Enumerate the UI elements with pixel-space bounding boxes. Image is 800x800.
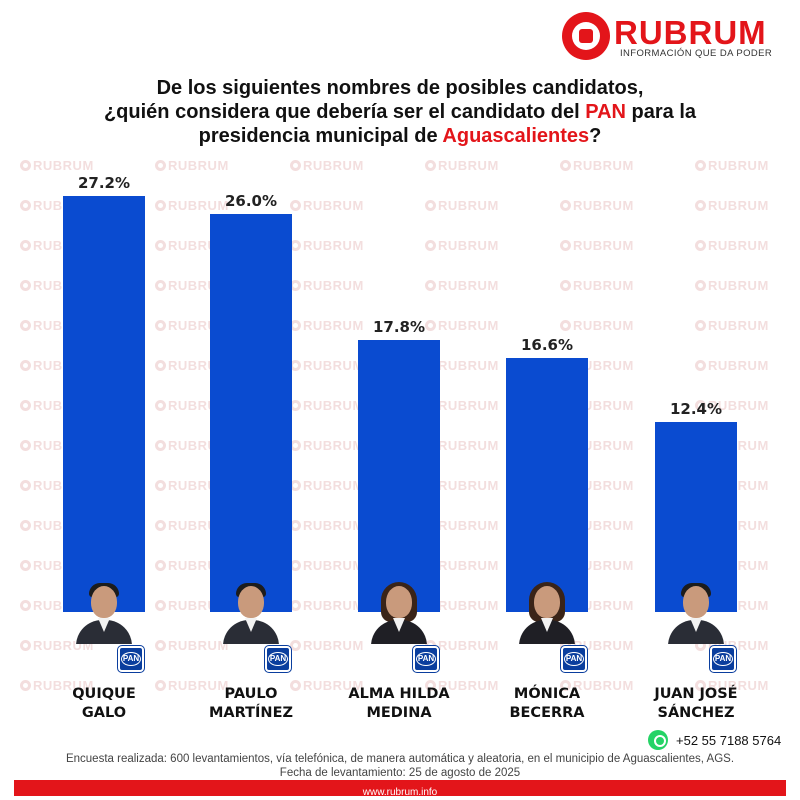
watermark-text: RUBRUM <box>425 278 499 293</box>
watermark-text: RUBRUM <box>695 198 769 213</box>
candidate-photo <box>72 580 136 644</box>
title-line-3: presidencia municipal de Aguascalientes? <box>198 125 602 147</box>
watermark-text: RUBRUM <box>695 398 769 413</box>
data-label: 12.4% <box>669 400 723 419</box>
logo-tagline: INFORMACIÓN QUE DA PODER <box>620 48 773 59</box>
candidate-photo <box>219 580 283 644</box>
watermark-text: RUBRUM <box>560 318 634 333</box>
category-label: QUIQUE GALO <box>72 686 136 721</box>
pan-logo-icon: PAN <box>264 645 292 673</box>
watermark-text: RUBRUM <box>155 158 229 173</box>
bar <box>63 196 145 612</box>
pan-logo-icon: PAN <box>560 645 588 673</box>
logo-word: RUBRUM <box>614 14 767 51</box>
title-highlight-aguascalientes: Aguascalientes <box>442 125 590 147</box>
watermark-text: RUBRUM <box>560 278 634 293</box>
survey-footnote: Encuesta realizada: 600 levantamientos, … <box>20 752 780 780</box>
data-label: 26.0% <box>224 192 278 211</box>
pan-logo-icon: PAN <box>117 645 145 673</box>
watermark-text: RUBRUM <box>425 318 499 333</box>
whatsapp-icon <box>648 730 668 750</box>
watermark-text: RUBRUM <box>560 158 634 173</box>
data-label: 17.8% <box>372 317 426 336</box>
watermark-text: RUBRUM <box>20 158 94 173</box>
candidate-photo <box>664 580 728 644</box>
watermark-text: RUBRUM <box>20 678 94 693</box>
logo-mark-icon <box>562 12 610 60</box>
candidate-photo <box>515 580 579 644</box>
watermark-text: RUBRUM <box>695 158 769 173</box>
footnote-methodology: Encuesta realizada: 600 levantamientos, … <box>65 753 735 765</box>
watermark-text: RUBRUM <box>695 278 769 293</box>
watermark-text: RUBRUM <box>695 358 769 373</box>
category-label: PAULO MARTÍNEZ <box>208 686 293 721</box>
title-line-1: De los siguientes nombres de posibles ca… <box>156 77 644 99</box>
watermark-text: RUBRUM <box>695 318 769 333</box>
title-line-2: ¿quién considera que debería ser el cand… <box>103 101 697 123</box>
bar <box>655 422 737 612</box>
watermark-text: RUBRUM <box>290 638 364 653</box>
watermark-text: RUBRUM <box>560 198 634 213</box>
watermark-text: RUBRUM <box>425 678 499 693</box>
watermark-text: RUBRUM <box>290 678 364 693</box>
watermark-text: RUBRUM <box>425 238 499 253</box>
category-label: JUAN JOSÉ SÁNCHEZ <box>654 686 738 721</box>
watermark-text: RUBRUM <box>560 238 634 253</box>
watermark-text: RUBRUM <box>155 198 229 213</box>
watermark-text: RUBRUM <box>560 678 634 693</box>
category-label: ALMA HILDA MEDINA <box>348 686 450 721</box>
pan-logo-icon: PAN <box>412 645 440 673</box>
footnote-date: Fecha de levantamiento: 25 de agosto de … <box>279 767 521 779</box>
watermark-text: RUBRUM <box>425 158 499 173</box>
bar <box>358 339 440 612</box>
footer-url[interactable]: www.rubrum.info <box>362 787 438 798</box>
watermark-text: RUBRUM <box>155 678 229 693</box>
watermark-text: RUBRUM <box>290 158 364 173</box>
watermark-text: RUBRUM <box>155 638 229 653</box>
watermark-text: RUBRUM <box>290 198 364 213</box>
data-label: 16.6% <box>520 336 574 355</box>
watermark-text: RUBRUM <box>695 678 769 693</box>
footer-bar: www.rubrum.info <box>14 780 786 798</box>
watermark-text: RUBRUM <box>695 238 769 253</box>
candidate-photo <box>367 580 431 644</box>
data-label: 27.2% <box>77 174 131 192</box>
chart-title: De los siguientes nombres de posibles ca… <box>70 76 730 148</box>
category-label: MÓNICA BECERRA <box>509 686 585 721</box>
title-highlight-pan: PAN <box>585 101 626 123</box>
bar <box>506 358 588 612</box>
phone-number: +52 55 7188 5764 <box>676 732 782 748</box>
bar <box>210 214 292 612</box>
contact-info: +52 55 7188 5764 <box>648 730 781 750</box>
pan-logo-icon: PAN <box>709 645 737 673</box>
rubrum-logo: RUBRUM INFORMACIÓN QUE DA PODER <box>562 12 782 62</box>
watermark-text: RUBRUM <box>425 198 499 213</box>
